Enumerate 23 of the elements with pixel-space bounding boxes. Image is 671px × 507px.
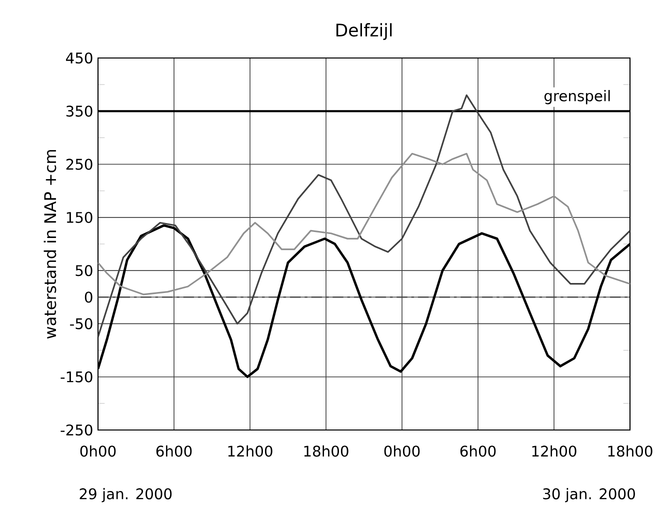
x-tick-label: 6h00: [460, 446, 496, 457]
y-tick-label: -50: [70, 318, 92, 330]
y-tick-label: 0: [84, 292, 92, 303]
x-tick-label: 6h00: [156, 446, 192, 457]
y-tick-label: 350: [66, 106, 92, 117]
x-tick-label: 18h00: [304, 446, 348, 457]
text: 30 jan. 2000: [543, 488, 635, 502]
ref-line-label: grenspeil: [544, 90, 610, 104]
x-tick-label: 12h00: [532, 446, 576, 457]
chart-title: Delfzijl: [336, 23, 392, 40]
y-tick-label: 250: [66, 158, 92, 170]
y-tick-label: -250: [60, 424, 92, 436]
y-tick-label: 50: [76, 265, 92, 276]
y-tick-label: -150: [60, 371, 92, 383]
y-tick-label: 150: [66, 212, 92, 224]
line-series: [98, 153, 630, 296]
x-tick-label: 18h00: [608, 446, 652, 457]
x-tick-label: 0h00: [384, 446, 420, 457]
y-axis-title: waterstand in NAP +cm: [44, 150, 56, 339]
x-tick-label: 0h00: [80, 446, 116, 457]
x-tick-label: 12h00: [228, 446, 272, 457]
y-tick-label: 450: [66, 52, 92, 64]
text: 29 jan. 2000: [80, 488, 172, 502]
